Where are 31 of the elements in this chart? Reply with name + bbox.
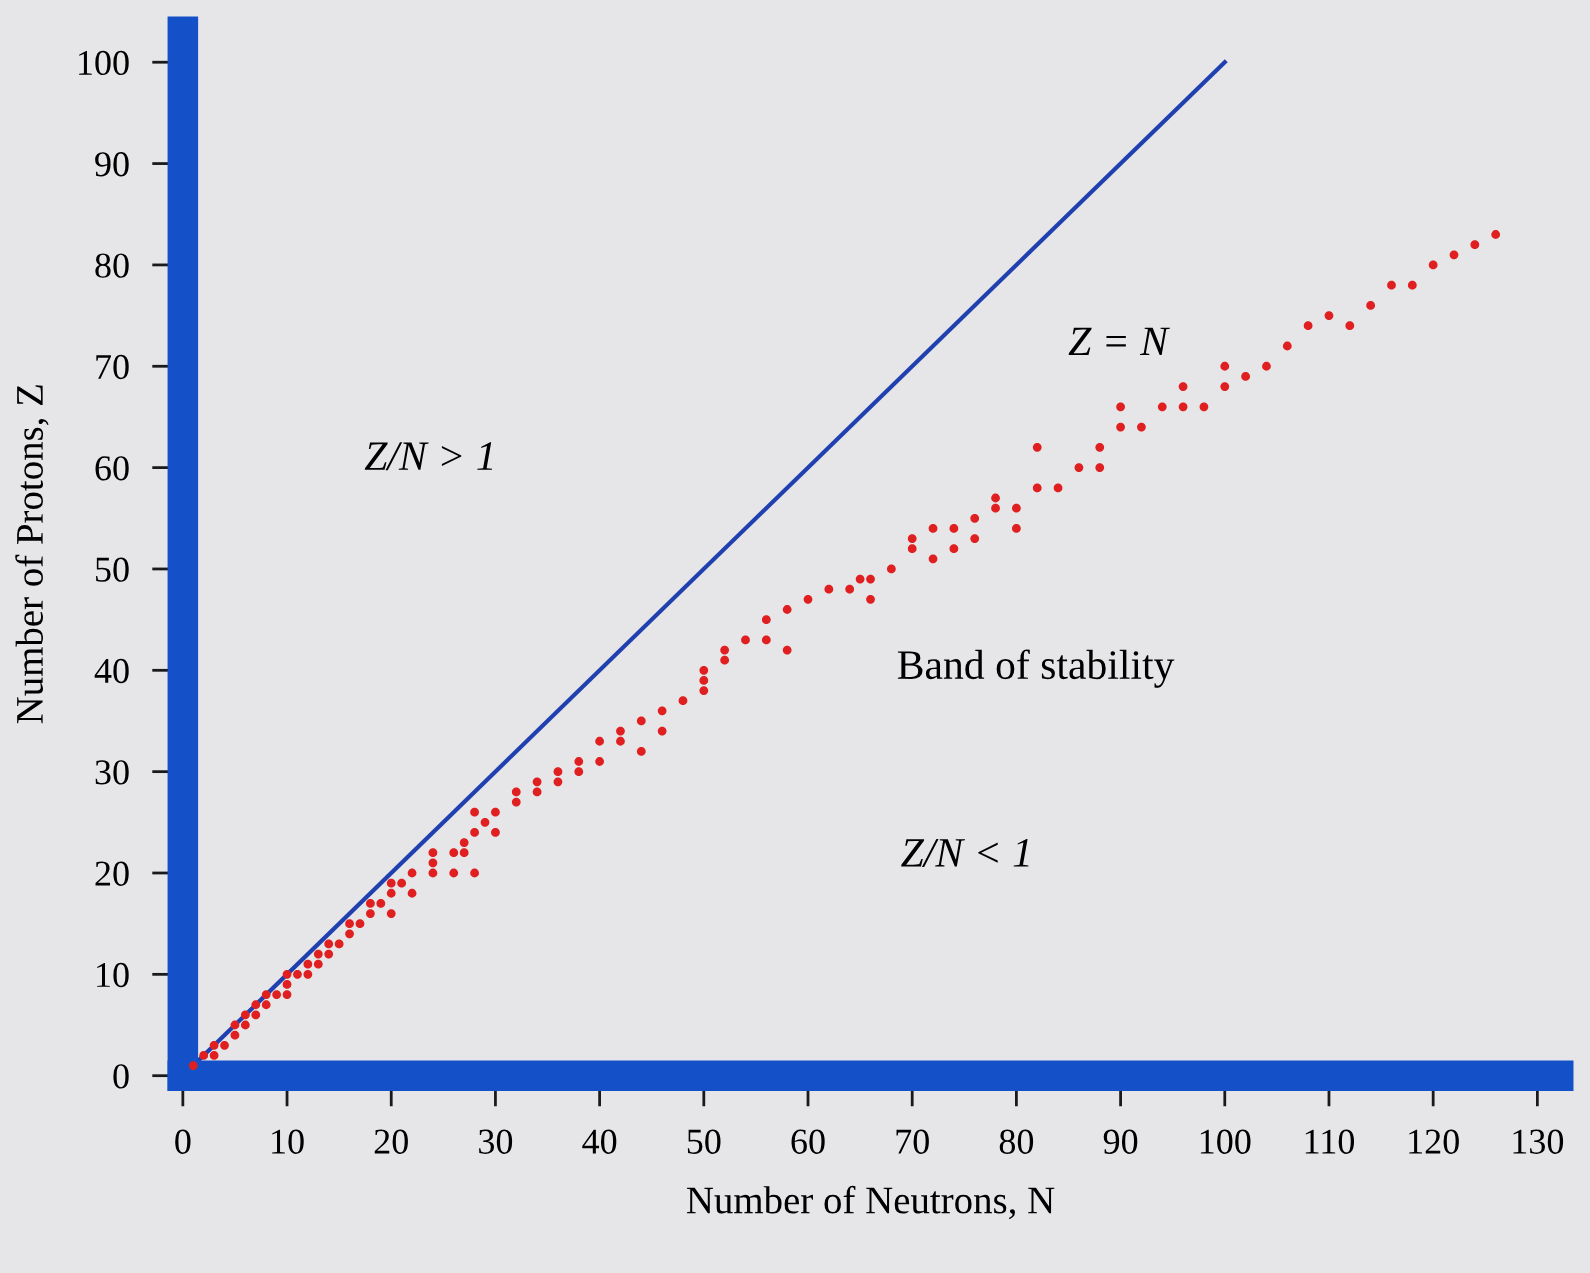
y-tick-label: 40 — [94, 658, 129, 684]
x-tick-label: 110 — [1305, 1129, 1354, 1154]
x-tick-label: 60 — [791, 1129, 825, 1154]
x-tick-label: 20 — [374, 1129, 408, 1154]
annotation: Z/N < 1 — [901, 838, 1029, 867]
y-tick-label: 60 — [95, 456, 129, 481]
x-tick-label: 70 — [896, 1129, 929, 1154]
y-tick-label: 90 — [95, 152, 129, 177]
y-tick-label: 50 — [96, 557, 129, 582]
y-tick-label: 30 — [95, 760, 129, 785]
x-axis-title: Number of Neutrons, N — [686, 1185, 1055, 1220]
x-tick-label: 80 — [999, 1129, 1034, 1154]
x-tick-label: 30 — [479, 1129, 513, 1154]
x-tick-label: 0 — [175, 1129, 191, 1154]
x-tick-label: 90 — [1103, 1129, 1138, 1154]
y-tick-label: 0 — [113, 1064, 129, 1089]
x-tick-label: 120 — [1409, 1129, 1459, 1154]
x-tick-label: 50 — [687, 1129, 721, 1154]
y-tick-label: 10 — [97, 962, 129, 988]
y-tick-label: 80 — [95, 253, 129, 278]
x-tick-label: 130 — [1513, 1129, 1564, 1154]
x-tick-label: 10 — [272, 1129, 304, 1154]
y-tick-label: 70 — [96, 354, 129, 380]
y-tick-label: 20 — [95, 861, 129, 886]
annotation: Z/N > 1 — [364, 442, 493, 471]
x-tick-label: 40 — [582, 1129, 617, 1154]
y-tick-label: 100 — [79, 50, 129, 76]
annotation: Band of stability — [897, 649, 1175, 688]
annotation: Z = N — [1068, 327, 1170, 355]
y-axis-title: Number of Protons, Z — [15, 385, 49, 724]
x-tick-label: 100 — [1200, 1129, 1251, 1154]
